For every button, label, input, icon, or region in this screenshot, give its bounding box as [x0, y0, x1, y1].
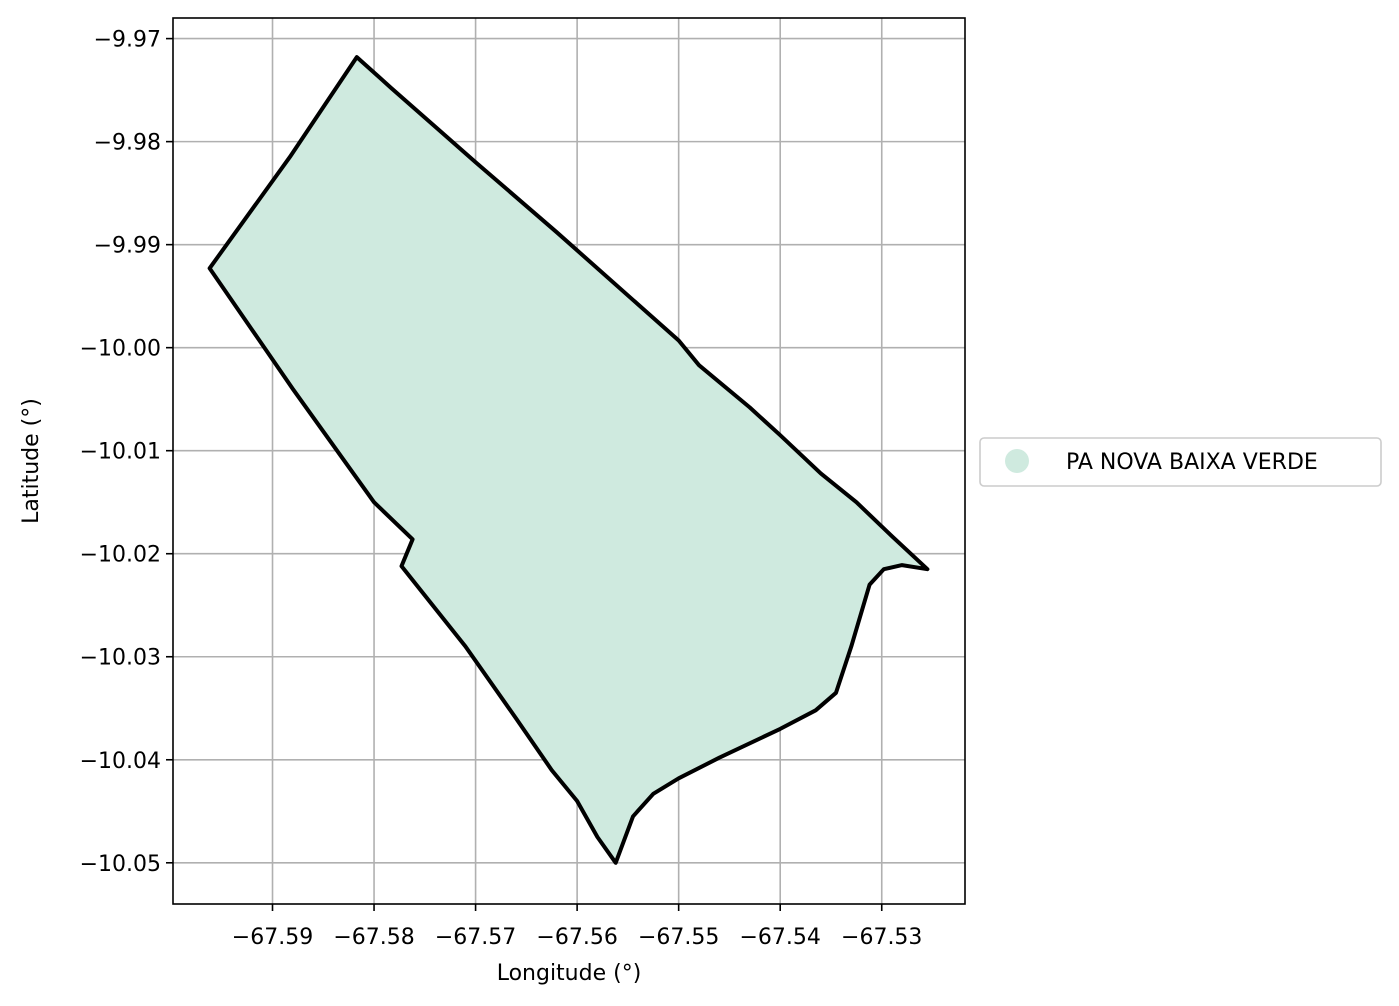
- y-axis-title: Latitude (°): [19, 398, 44, 524]
- x-tick-label: −67.54: [739, 925, 820, 950]
- legend-frame: [979, 437, 1382, 487]
- y-tick-label: −10.02: [80, 543, 161, 568]
- polygon-layer: [207, 55, 930, 865]
- x-tick-label: −67.55: [638, 925, 719, 950]
- x-axis-title: Longitude (°): [497, 961, 642, 986]
- y-tick-label: −9.98: [94, 131, 161, 156]
- x-tick-label: −67.58: [333, 925, 414, 950]
- y-tick-label: −10.03: [80, 646, 161, 671]
- y-tick-label: −9.97: [94, 28, 161, 53]
- x-tick-label: −67.57: [435, 925, 516, 950]
- y-tick-label: −10.00: [80, 337, 161, 362]
- x-tick-label: −67.56: [536, 925, 617, 950]
- x-tick-label: −67.53: [841, 925, 922, 950]
- legend: PA NOVA BAIXA VERDE: [979, 437, 1382, 487]
- y-tick-label: −10.01: [80, 440, 161, 465]
- y-axis-ticks: −9.97 −9.98 −9.99 −10.00 −10.01 −10.02 −10.03 −…: [80, 28, 173, 877]
- parcel-polygon: [207, 55, 930, 865]
- legend-label: PA NOVA BAIXA VERDE: [1066, 450, 1318, 475]
- x-axis-ticks: −67.59 −67.58 −67.57 −67.56 −67.55 −67.54 −67.…: [232, 904, 922, 950]
- y-tick-label: −10.04: [80, 749, 161, 774]
- legend-marker: [1005, 449, 1029, 473]
- y-tick-label: −10.05: [80, 852, 161, 877]
- x-tick-label: −67.59: [232, 925, 313, 950]
- y-tick-label: −9.99: [94, 234, 161, 259]
- plot-frame: [172, 17, 966, 905]
